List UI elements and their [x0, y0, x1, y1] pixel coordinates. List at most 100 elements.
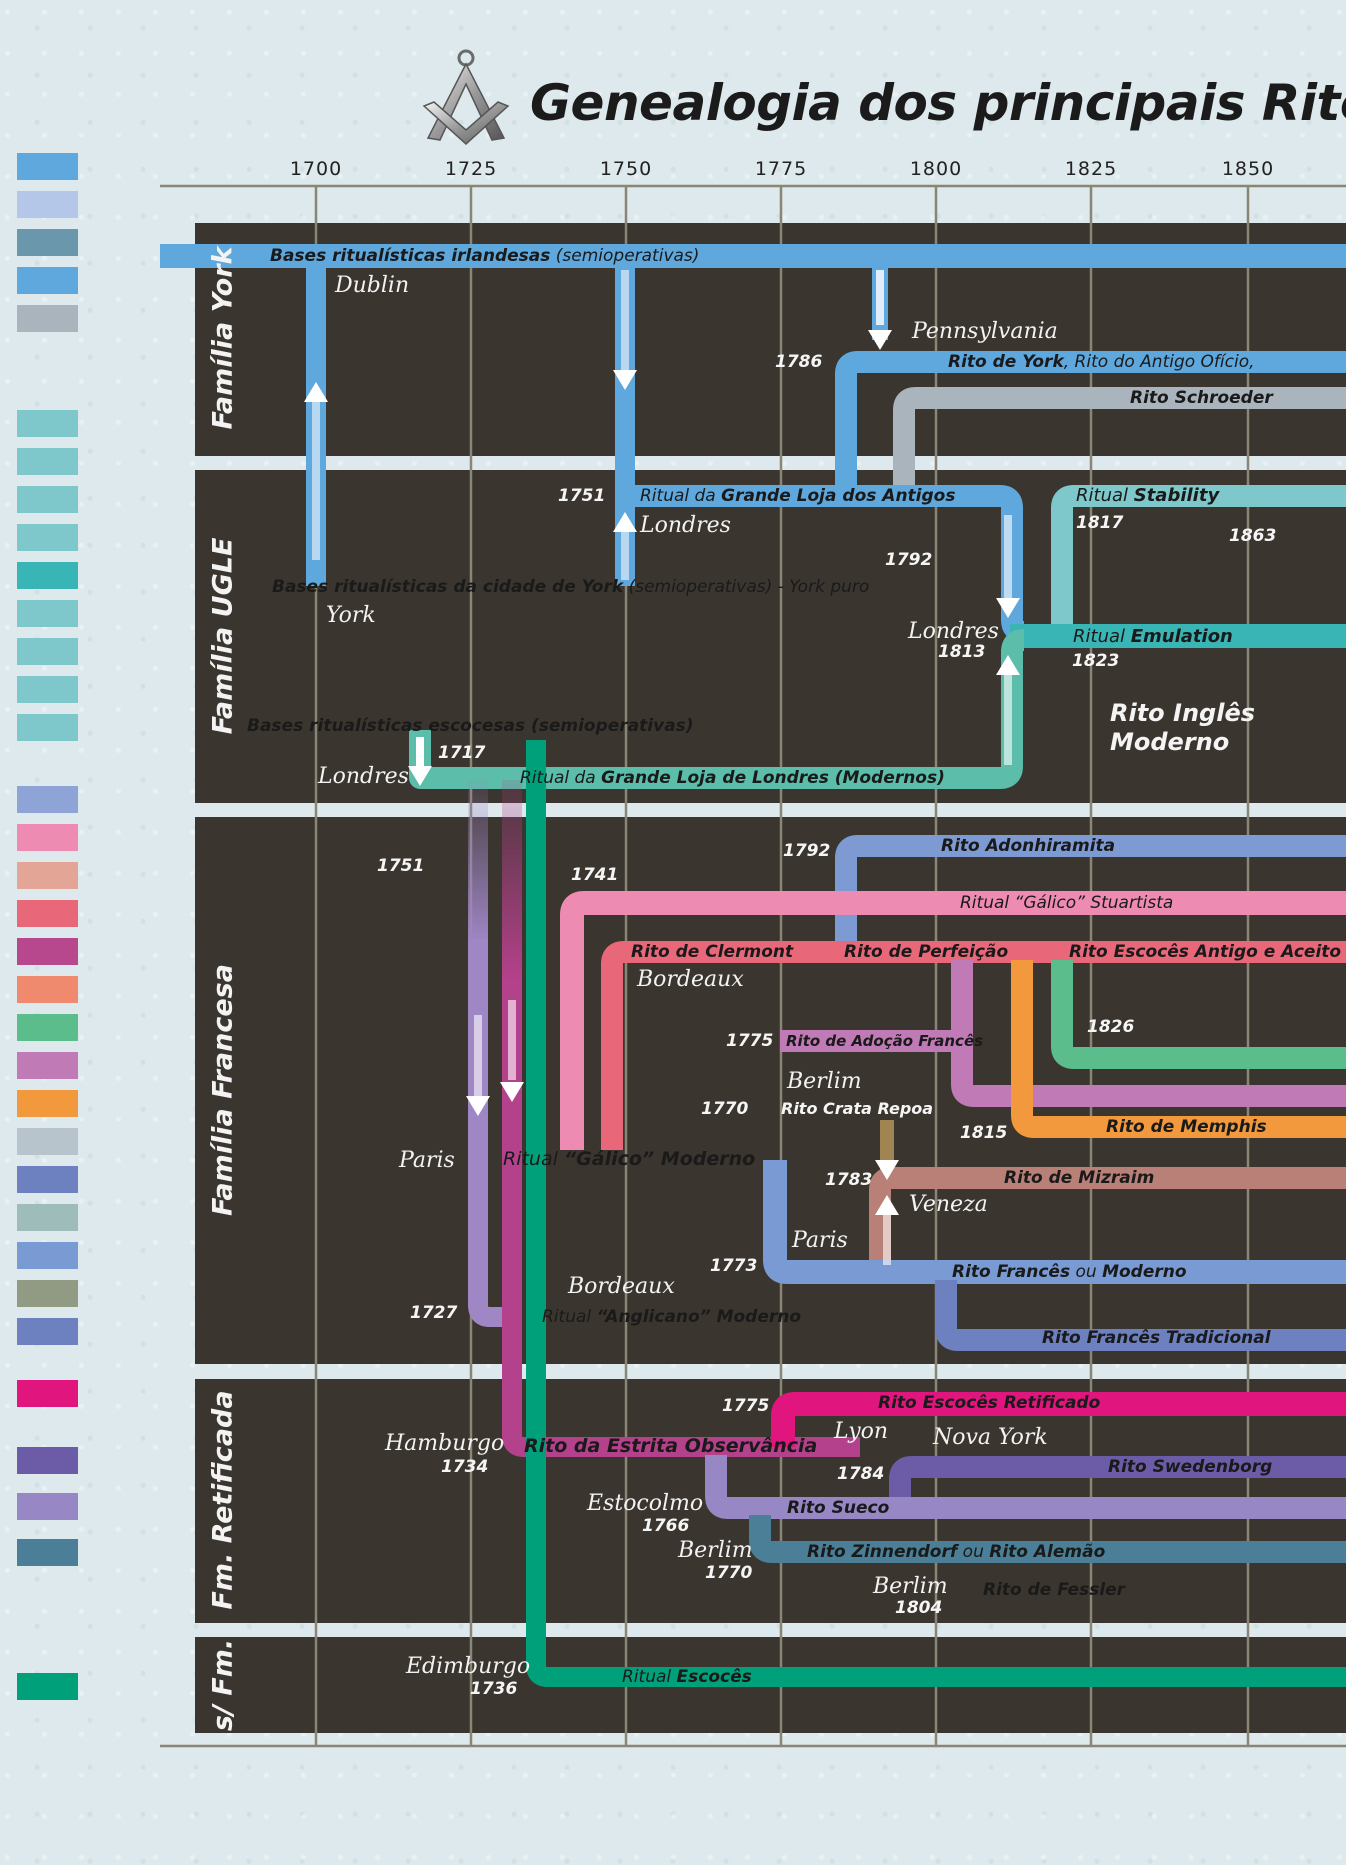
city-berlim-fessler: Berlim [873, 1574, 948, 1599]
rito-york-bold: Rito de York [948, 352, 1064, 372]
city-edimburgo: Edimburgo [406, 1654, 531, 1679]
year-1770-retificada: 1770 [705, 1563, 753, 1583]
rito-ingles-line2: Moderno [1110, 728, 1230, 756]
reaa-label: Rito Escocês Antigo e Aceito [1069, 942, 1341, 962]
reaa-text: Rito Escocês Antigo e Aceito [1069, 942, 1342, 962]
year-1783: 1783 [825, 1170, 873, 1190]
square-compass-logo-icon [418, 48, 514, 148]
emulation-label: Ritual Emulation [1073, 627, 1233, 647]
modernos-pre: Ritual da [520, 768, 602, 788]
legend-swatch [17, 1280, 78, 1307]
memphis-text: Rito de Memphis [1106, 1117, 1267, 1137]
rito-schroeder-label: Rito Schroeder [1130, 388, 1273, 408]
legend-swatch [17, 1380, 78, 1407]
scot-bases-label: Bases ritualísticas escocesas (semiopera… [247, 716, 694, 736]
swedenborg-label: Rito Swedenborg [1108, 1457, 1272, 1477]
line-frances-moderno [763, 1160, 1346, 1284]
legend-swatch [17, 600, 78, 627]
memphis-label: Rito de Memphis [1106, 1117, 1267, 1137]
mizraim-label: Rito de Mizraim [1004, 1168, 1154, 1188]
perfeicao-label: Rito de Perfeição [844, 942, 1008, 962]
legend-swatch [17, 714, 78, 741]
year-label: 1750 [599, 158, 653, 180]
emulation-pre: Ritual [1073, 626, 1131, 647]
city-berlim-zinnendorf: Berlim [678, 1538, 753, 1563]
year-1775-francesa: 1775 [726, 1031, 774, 1051]
zinnendorf-alemao: Rito Alemão [989, 1542, 1106, 1562]
year-1792-ugle: 1792 [885, 550, 933, 570]
family-york-label: Família York [207, 246, 239, 430]
legend-swatch [17, 153, 78, 180]
line-mizraim [869, 1167, 1346, 1270]
stability-label: Ritual Stability [1076, 486, 1219, 506]
city-veneza: Veneza [909, 1192, 988, 1217]
legend-swatch [17, 448, 78, 475]
city-estocolmo: Estocolmo [587, 1491, 704, 1516]
year-1734: 1734 [441, 1457, 489, 1477]
antigos-bold: Grande Loja dos Antigos [721, 486, 956, 506]
city-nova-york: Nova York [933, 1425, 1048, 1450]
tradicional-label: Rito Francês Tradicional [1042, 1328, 1271, 1348]
year-1804: 1804 [895, 1598, 943, 1618]
legend-swatch [17, 229, 78, 256]
legend-swatch [17, 562, 78, 589]
zinnendorf-ou: ou [957, 1542, 990, 1562]
family-ugle-label: Família UGLE [207, 537, 239, 735]
family-francesa-label: Família Francesa [207, 964, 239, 1216]
irish-bases-bold: Bases ritualísticas irlandesas [270, 246, 551, 266]
sueco-label: Rito Sueco [787, 1498, 889, 1518]
year-label: 1825 [1064, 158, 1118, 180]
line-purple-vertical [468, 780, 520, 1327]
year-1775-retificada: 1775 [722, 1396, 770, 1416]
legend-swatch [17, 976, 78, 1003]
year-1784: 1784 [837, 1464, 885, 1484]
city-londres-antigos: Londres [640, 513, 731, 538]
legend-swatch [17, 486, 78, 513]
year-label: 1700 [289, 158, 343, 180]
legend-swatch [17, 1673, 78, 1700]
adocao-label: Rito de Adoção Francês [786, 1031, 983, 1051]
city-bordeaux-anglicano: Bordeaux [568, 1274, 675, 1299]
legend-swatch [17, 1493, 78, 1520]
city-bordeaux-clermont: Bordeaux [637, 967, 744, 992]
emulation-bold: Emulation [1130, 626, 1233, 647]
year-1813: 1813 [938, 642, 986, 662]
york-bases-bold: Bases ritualísticas da cidade de York [272, 577, 624, 597]
year-1741: 1741 [571, 865, 619, 885]
swedenborg-text: Rito Swedenborg [1108, 1457, 1273, 1477]
frances-moderno-label: Rito Francês ou Moderno [952, 1262, 1187, 1282]
legend-swatch [17, 862, 78, 889]
estrita-label: Rito da Estrita Observância [524, 1436, 817, 1456]
city-paris-galico: Paris [399, 1148, 455, 1173]
legend-swatch [17, 638, 78, 665]
legend-swatch [17, 1539, 78, 1566]
legend-swatch [17, 900, 78, 927]
city-paris-frances: Paris [792, 1228, 848, 1253]
city-londres-modernos: Londres [318, 764, 409, 789]
galico-moderno-bold: “Gálico” Moderno [563, 1148, 756, 1170]
sueco-text: Rito Sueco [787, 1498, 890, 1518]
year-label: 1850 [1221, 158, 1275, 180]
rito-york-label: Rito de York, Rito do Antigo Ofício, [948, 352, 1255, 372]
city-berlim-crata: Berlim [787, 1069, 862, 1094]
city-pennsylvania: Pennsylvania [912, 319, 1058, 344]
line-modernos [409, 629, 1025, 789]
rito-york-rest: , Rito do Antigo Ofício, [1063, 352, 1255, 372]
city-york: York [326, 603, 376, 628]
line-clermont [601, 941, 1346, 1150]
line-retificado [771, 1392, 1346, 1447]
line-swedenborg [889, 1456, 1346, 1505]
anglicano-bold: “Anglicano” Moderno [596, 1307, 802, 1327]
legend-swatch [17, 824, 78, 851]
family-sfm-label: s/ Fm. [207, 1638, 239, 1732]
line-galico-stuart [560, 891, 1346, 1150]
line-rito-york [835, 351, 1346, 485]
tradicional-text: Rito Francês Tradicional [1042, 1328, 1271, 1348]
line-zinnendorf [749, 1515, 1346, 1563]
frances-moderno-bold: Moderno [1102, 1262, 1187, 1282]
year-1773: 1773 [710, 1256, 758, 1276]
legend-swatch [17, 676, 78, 703]
line-stability [1051, 485, 1346, 625]
fessler-label: Rito de Fessler [983, 1580, 1125, 1600]
